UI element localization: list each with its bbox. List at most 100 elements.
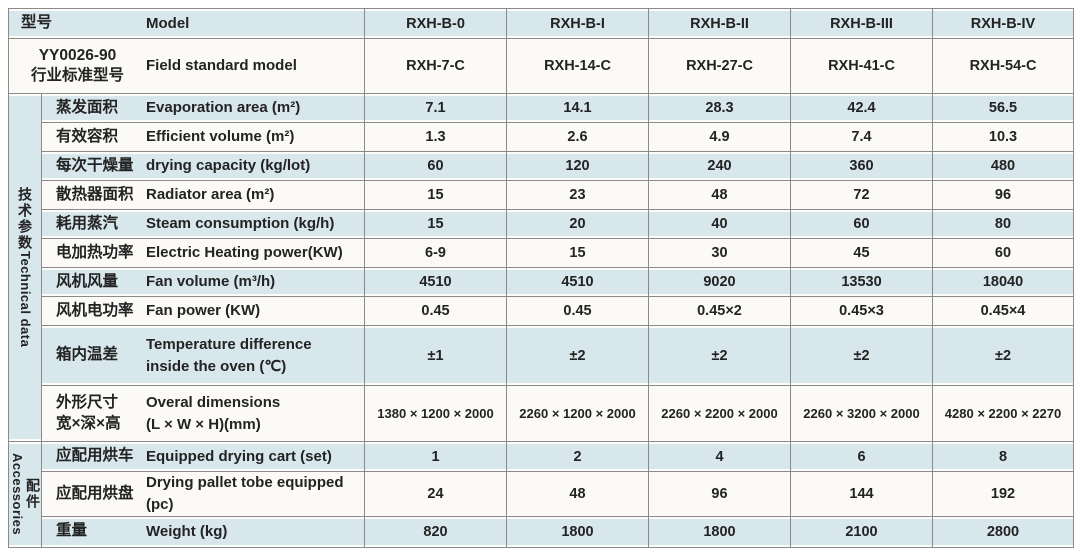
- row-label-en: Steam consumption (kg/h): [146, 215, 335, 233]
- row-drying-pallet: 应配用烘盘 Drying pallet tobe equipped (pc) 24…: [9, 471, 1074, 516]
- value-cell: 15: [506, 238, 649, 268]
- value-cell: 6: [790, 441, 933, 472]
- row-label-en: Fan power (KW): [146, 302, 261, 320]
- value-cell: 96: [932, 180, 1074, 210]
- row-label-cell: 有效容积 Efficient volume (m²): [41, 122, 365, 152]
- row-label-cn: 蒸发面积: [56, 98, 119, 116]
- value-cell: 48: [506, 471, 649, 516]
- row-label-en: Radiator area (m²): [146, 186, 275, 204]
- value-cell: 60: [932, 238, 1074, 268]
- row-temperature-difference: 箱内温差 Temperature difference inside the ov…: [9, 325, 1074, 386]
- value-cell: 60: [364, 151, 507, 181]
- row-label-cell: 耗用蒸汽 Steam consumption (kg/h): [41, 209, 365, 239]
- row-label-cell: 型号 Model: [8, 8, 365, 39]
- value-cell: 96: [648, 471, 791, 516]
- row-label-cn: 有效容积: [56, 127, 119, 145]
- value-cell: 45: [790, 238, 933, 268]
- row-steam-consumption: 耗用蒸汽 Steam consumption (kg/h) 15 20 40 60…: [9, 209, 1074, 239]
- row-label-cn: 应配用烘车: [56, 447, 134, 465]
- value-cell: 40: [648, 209, 791, 239]
- value-cell: 4.9: [648, 122, 791, 152]
- value-cell: 120: [506, 151, 649, 181]
- value-cell: 820: [364, 515, 507, 547]
- value-cell: 360: [790, 151, 933, 181]
- value-cell: 4510: [506, 267, 649, 297]
- value-cell: RXH-27-C: [648, 38, 791, 94]
- row-fan-power: 风机电功率 Fan power (KW) 0.45 0.45 0.45×2 0.4…: [9, 296, 1074, 326]
- row-label-cn: 应配用烘盘: [56, 484, 134, 502]
- row-model: 型号 Model RXH-B-0 RXH-B-I RXH-B-II RXH-B-I…: [8, 8, 1074, 39]
- value-cell: 48: [648, 180, 791, 210]
- value-cell: RXH-7-C: [364, 38, 507, 94]
- value-cell: 18040: [932, 267, 1074, 297]
- row-equipped-drying-cart: 配件 Accessories 应配用烘车 Equipped drying cart …: [8, 441, 1074, 547]
- value-cell: 480: [932, 151, 1074, 181]
- value-cell: 240: [648, 151, 791, 181]
- row-label-cell: 风机风量 Fan volume (m³/h): [41, 267, 365, 297]
- value-cell: 1380 × 1200 × 2000: [364, 385, 507, 442]
- row-label-cell: 风机电功率 Fan power (KW): [41, 296, 365, 326]
- value-cell: 2260 × 3200 × 2000: [790, 385, 933, 442]
- row-label-cell: 应配用烘车 Equipped drying cart (set): [41, 441, 365, 472]
- value-cell: 192: [932, 471, 1074, 516]
- row-label-en: Overal dimensions (L × W × H)(mm): [146, 393, 281, 433]
- row-label-en: Weight (kg): [146, 522, 228, 540]
- value-cell: 1.3: [364, 122, 507, 152]
- row-radiator-area: 散热器面积 Radiator area (m²) 15 23 48 72 96: [9, 180, 1074, 210]
- value-cell: 0.45: [364, 296, 507, 326]
- row-label-cell: 箱内温差 Temperature difference inside the ov…: [41, 325, 365, 386]
- row-drying-capacity: 每次干燥量 drying capacity (kg/lot) 60 120 240…: [9, 151, 1074, 181]
- value-cell: 2100: [790, 515, 933, 547]
- row-label-en: Electric Heating power(KW): [146, 244, 343, 262]
- value-cell: 6-9: [364, 238, 507, 268]
- value-cell: RXH-41-C: [790, 38, 933, 94]
- value-cell: 7.4: [790, 122, 933, 152]
- model-col-2: RXH-B-II: [648, 8, 791, 39]
- value-cell: 2: [506, 441, 649, 472]
- row-label-cn: 散热器面积: [56, 185, 134, 203]
- row-label-cell: 散热器面积 Radiator area (m²): [41, 180, 365, 210]
- row-label-cell: 每次干燥量 drying capacity (kg/lot): [41, 151, 365, 181]
- value-cell: 4: [648, 441, 791, 472]
- model-col-4: RXH-B-IV: [932, 8, 1074, 39]
- value-cell: 4510: [364, 267, 507, 297]
- row-label-cell: YY0026-90 行业标准型号 Field standard model: [8, 38, 365, 94]
- row-label-en: Field standard model: [146, 57, 297, 75]
- value-cell: ±2: [932, 325, 1074, 386]
- row-electric-heating-power: 电加热功率 Electric Heating power(KW) 6-9 15 3…: [9, 238, 1074, 268]
- value-cell: 15: [364, 209, 507, 239]
- row-overall-dimensions: 外形尺寸 宽×深×高 Overal dimensions (L × W × H)(…: [9, 385, 1074, 442]
- value-cell: 56.5: [932, 93, 1074, 123]
- model-col-3: RXH-B-III: [790, 8, 933, 39]
- value-cell: 0.45×2: [648, 296, 791, 326]
- row-label-cn: 风机风量: [56, 272, 119, 290]
- value-cell: 1800: [648, 515, 791, 547]
- row-label-en: Model: [146, 14, 190, 32]
- group-cn-label: 技术参数: [17, 187, 33, 252]
- row-label-cn: YY0026-90 行业标准型号: [30, 46, 124, 84]
- group-en-label: Accessories: [10, 453, 25, 536]
- value-cell: 28.3: [648, 93, 791, 123]
- spec-table: 型号 Model RXH-B-0 RXH-B-I RXH-B-II RXH-B-I…: [8, 8, 1074, 548]
- value-cell: 2800: [932, 515, 1074, 547]
- row-fan-volume: 风机风量 Fan volume (m³/h) 4510 4510 9020 135…: [9, 267, 1074, 297]
- row-label-en: drying capacity (kg/lot): [146, 157, 311, 175]
- value-cell: 14.1: [506, 93, 649, 123]
- value-cell: ±2: [506, 325, 649, 386]
- row-evaporation-area: 技术参数Technical data 蒸发面积 Evaporation area …: [8, 93, 1074, 442]
- row-field-standard-model: YY0026-90 行业标准型号 Field standard model RXH…: [8, 38, 1074, 94]
- value-cell: 10.3: [932, 122, 1074, 152]
- value-cell: 0.45×3: [790, 296, 933, 326]
- row-label-en: Equipped drying cart (set): [146, 447, 332, 465]
- row-label-en: Evaporation area (m²): [146, 99, 301, 117]
- value-cell: 0.45: [506, 296, 649, 326]
- value-cell: 24: [364, 471, 507, 516]
- row-label-cn: 外形尺寸 宽×深×高: [56, 394, 121, 432]
- value-cell: 144: [790, 471, 933, 516]
- row-label-cn: 耗用蒸汽: [56, 214, 119, 232]
- row-label-cell: 重量 Weight (kg): [41, 515, 365, 547]
- value-cell: 0.45×4: [932, 296, 1074, 326]
- value-cell: 2260 × 1200 × 2000: [506, 385, 649, 442]
- value-cell: 1800: [506, 515, 649, 547]
